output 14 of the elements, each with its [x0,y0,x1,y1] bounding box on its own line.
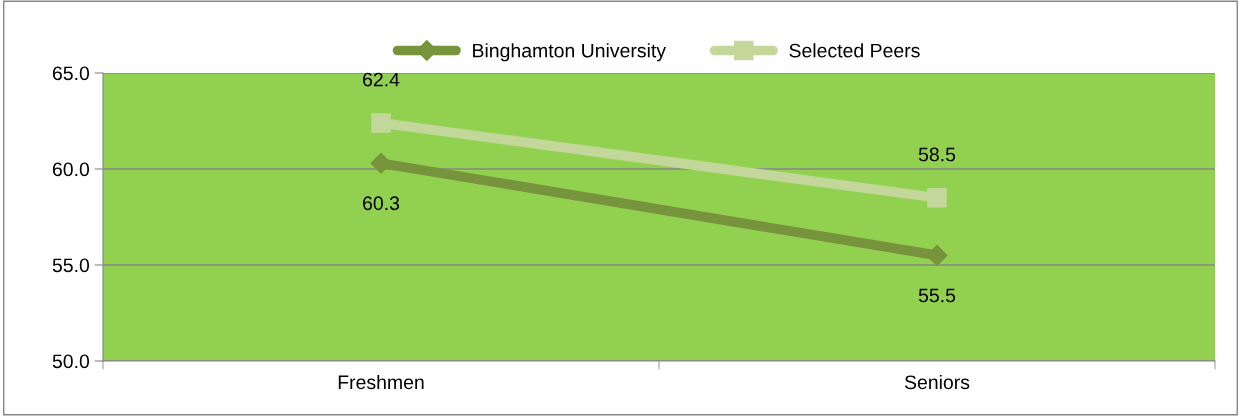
data-label: 60.3 [363,196,400,211]
y-tick-label: 55.0 [52,258,90,273]
y-tick-label: 60.0 [52,162,90,177]
legend-label: Selected Peers [789,43,920,58]
data-label: 58.5 [918,147,956,162]
x-tick-label: Seniors [904,374,970,390]
point [371,113,391,133]
data-label: 62.4 [363,72,400,87]
y-tick-label: 65.0 [52,66,90,81]
point [927,188,947,208]
data-label: 55.5 [918,288,956,303]
y-tick-label: 50.0 [52,354,90,369]
x-tick-label: Freshmen [338,374,424,390]
legend-label: Binghamton University [473,43,666,62]
